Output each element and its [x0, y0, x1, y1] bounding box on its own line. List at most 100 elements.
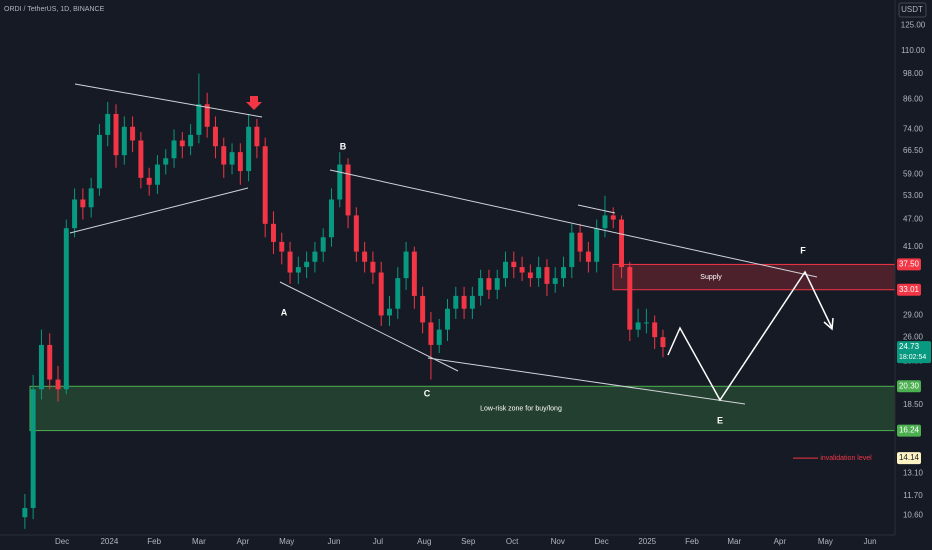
candle-body	[47, 344, 53, 380]
candle-body	[130, 126, 136, 141]
price-badge-label: 20.30	[899, 381, 920, 390]
price-badge	[897, 258, 921, 271]
candle-body	[652, 322, 658, 338]
candle-body	[163, 158, 169, 165]
candle-body	[536, 267, 542, 279]
candle-body	[527, 272, 533, 279]
candle-body	[627, 267, 633, 330]
x-tick-label: Feb	[147, 537, 161, 546]
candle-body	[312, 251, 318, 262]
candle-body	[569, 232, 575, 268]
candle-body	[237, 152, 243, 172]
candle-body	[643, 322, 649, 324]
x-tick-label: May	[818, 537, 833, 546]
candle-body	[295, 267, 301, 273]
candle-body	[328, 199, 334, 238]
x-tick-label: Oct	[506, 537, 519, 546]
x-tick-label: Dec	[55, 537, 69, 546]
y-tick-label: 86.00	[903, 95, 924, 104]
candle-body	[552, 278, 558, 284]
trendline	[577, 204, 616, 214]
candle-body	[660, 337, 666, 348]
last-price-badge	[897, 341, 931, 364]
candle-body	[196, 104, 202, 135]
drawings	[69, 83, 834, 405]
axis-labels: 125.00 110.00 98.00 86.00 74.00 66.50 59.00 53.…	[55, 20, 926, 546]
candle-body	[121, 126, 127, 156]
x-tick-label: 2024	[100, 537, 118, 546]
candle-body	[22, 507, 28, 518]
candle-body	[544, 267, 550, 284]
candle-body	[420, 295, 426, 323]
wave-label: B	[340, 141, 347, 151]
candle-body	[179, 140, 185, 147]
x-tick-label: Apr	[237, 537, 250, 546]
arrow-head	[823, 317, 834, 331]
candle-body	[88, 188, 94, 208]
y-tick-label: 110.00	[901, 46, 925, 55]
wave-labels: A B C E F	[281, 141, 807, 425]
x-tick-label: Jun	[864, 537, 877, 546]
candle-body	[503, 261, 508, 279]
candle-body	[411, 251, 417, 296]
x-tick-label: Mar	[727, 537, 741, 546]
red-arrow	[246, 96, 262, 110]
candle-body	[370, 261, 376, 273]
candle-body	[38, 344, 44, 390]
candle-body	[619, 219, 625, 268]
candle-body	[246, 126, 252, 172]
candle-body	[270, 223, 276, 242]
candle-body	[212, 126, 218, 147]
candle-body	[511, 261, 517, 268]
candle-body	[478, 278, 484, 296]
zone-label: Low-risk zone for buy/long	[480, 405, 562, 412]
wave-label: C	[424, 388, 431, 398]
candle-body	[204, 104, 210, 127]
y-tick-label: 74.00	[903, 125, 924, 134]
candle-body	[461, 295, 467, 309]
candle-body	[453, 295, 459, 309]
trendline	[279, 281, 459, 372]
candle-body	[362, 251, 368, 262]
symbol-title: ORDI / TetherUS, 1D, BINANCE	[4, 6, 105, 13]
candle-body	[72, 199, 78, 229]
badges: 33.01 37.50 16.24 20.30 24.73 18:02:54 invalid…	[793, 258, 931, 465]
candle-body	[436, 329, 442, 345]
candle-body	[279, 241, 285, 252]
invalidation-value: 14.14	[899, 453, 920, 462]
candle-body	[80, 199, 86, 208]
y-tick-label: 11.70	[903, 491, 923, 500]
last-price: 24.73	[899, 342, 920, 351]
candle-body	[287, 251, 293, 273]
x-tick-label: Sep	[461, 537, 476, 546]
candle-body	[403, 251, 409, 279]
x-tick-label: Jul	[373, 537, 383, 546]
candle-body	[387, 308, 392, 316]
candle-body	[304, 261, 310, 268]
y-tick-label: 18.50	[903, 400, 924, 409]
candle-body	[378, 272, 384, 316]
candle-body	[96, 134, 102, 189]
price-badge	[897, 283, 921, 296]
invalidation-badge	[897, 452, 921, 465]
x-tick-label: Apr	[774, 537, 787, 546]
candle-body	[519, 267, 525, 273]
price-badge	[897, 424, 921, 437]
countdown: 18:02:54	[899, 354, 926, 361]
candle-body	[254, 126, 260, 147]
candle-body	[577, 232, 583, 252]
candle-body	[469, 295, 475, 309]
candle-body	[320, 237, 326, 252]
currency: USDT	[901, 5, 923, 14]
y-tick-label: 29.00	[903, 311, 924, 320]
candle-body	[486, 278, 492, 290]
candle-body	[138, 140, 144, 178]
candle-body	[395, 278, 401, 309]
y-tick-label: 10.60	[903, 510, 924, 519]
wave-label: F	[800, 245, 806, 255]
candle-body	[188, 134, 194, 147]
zone	[612, 263, 896, 291]
x-tick-label: 2025	[638, 537, 656, 546]
